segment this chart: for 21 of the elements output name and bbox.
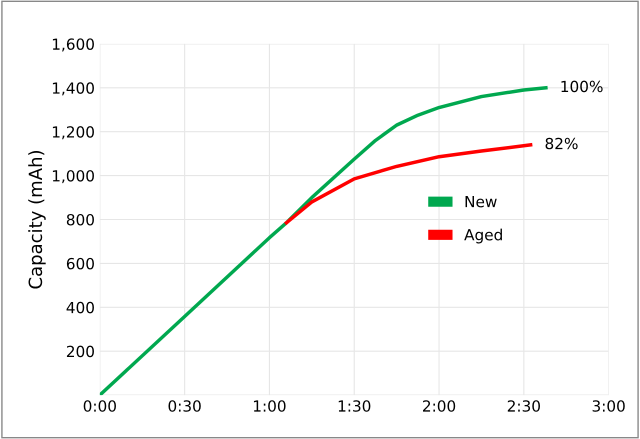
y-axis-title: Capacity (mAh) [28,150,46,289]
y-tick-label: 200 [66,346,94,358]
x-tick-label: 1:30 [338,400,370,412]
y-tick-label: 1,200 [52,126,94,140]
x-tick-label: 0:00 [84,400,116,412]
y-tick-label: 400 [66,302,94,314]
y-tick-label: 1,600 [52,38,94,52]
legend-label: Aged [464,228,502,244]
legend-label: New [466,196,497,208]
x-tick-label: 3:00 [592,400,625,412]
y-tick-label: 1,400 [52,82,94,96]
x-tick-label: 2:30 [508,400,540,412]
y-tick-label: 600 [66,258,94,270]
annotation: 100% [561,80,603,92]
line-series [284,143,532,225]
x-tick-label: 2:00 [423,400,456,412]
y-tick-label: 1,000 [52,170,94,184]
y-tick-label: 800 [66,214,94,226]
x-tick-label: 0:30 [168,400,201,412]
annotation: 82% [546,138,578,150]
x-tick-label: 1:00 [254,400,286,412]
